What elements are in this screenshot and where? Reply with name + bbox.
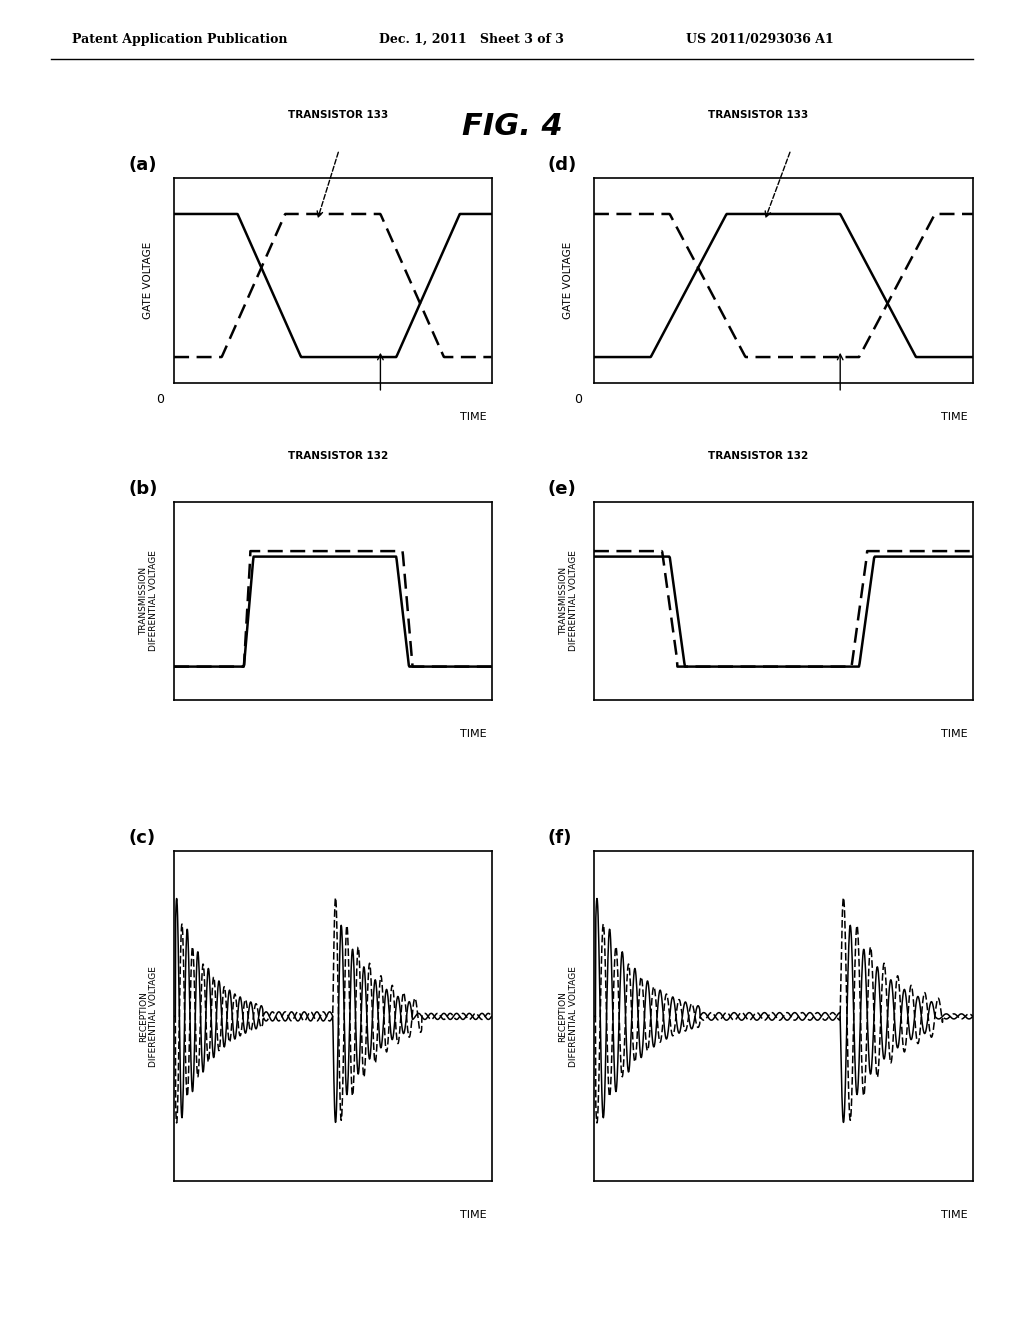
Text: TIME: TIME [941, 729, 968, 739]
Text: Dec. 1, 2011   Sheet 3 of 3: Dec. 1, 2011 Sheet 3 of 3 [379, 33, 564, 46]
Text: (b): (b) [128, 479, 158, 498]
Text: GATE VOLTAGE: GATE VOLTAGE [563, 242, 573, 319]
Text: RECEPTION
DIFERENTIAL VOLTAGE: RECEPTION DIFERENTIAL VOLTAGE [139, 966, 158, 1067]
Text: GATE VOLTAGE: GATE VOLTAGE [143, 242, 154, 319]
Text: TIME: TIME [941, 1210, 968, 1221]
Text: US 2011/0293036 A1: US 2011/0293036 A1 [686, 33, 834, 46]
Text: FIG. 4: FIG. 4 [462, 112, 562, 141]
Text: (e): (e) [548, 479, 577, 498]
Text: (a): (a) [128, 156, 157, 174]
Text: TIME: TIME [941, 412, 968, 422]
Text: 0: 0 [574, 393, 583, 407]
Text: RECEPTION
DIFERENTIAL VOLTAGE: RECEPTION DIFERENTIAL VOLTAGE [559, 966, 578, 1067]
Text: TIME: TIME [460, 729, 486, 739]
Text: TRANSISTOR 133: TRANSISTOR 133 [288, 110, 388, 120]
Text: (f): (f) [548, 829, 572, 847]
Text: TRANSISTOR 133: TRANSISTOR 133 [708, 110, 808, 120]
Text: TIME: TIME [460, 412, 486, 422]
Text: (c): (c) [128, 829, 155, 847]
Text: TIME: TIME [460, 1210, 486, 1221]
Text: TRANSISTOR 132: TRANSISTOR 132 [708, 451, 808, 462]
Text: TRANSMISSION
DIFERENTIAL VOLTAGE: TRANSMISSION DIFERENTIAL VOLTAGE [559, 550, 578, 651]
Text: TRANSMISSION
DIFERENTIAL VOLTAGE: TRANSMISSION DIFERENTIAL VOLTAGE [139, 550, 158, 651]
Text: Patent Application Publication: Patent Application Publication [72, 33, 287, 46]
Text: 0: 0 [157, 393, 165, 407]
Text: (d): (d) [548, 156, 578, 174]
Text: TRANSISTOR 132: TRANSISTOR 132 [288, 451, 388, 462]
